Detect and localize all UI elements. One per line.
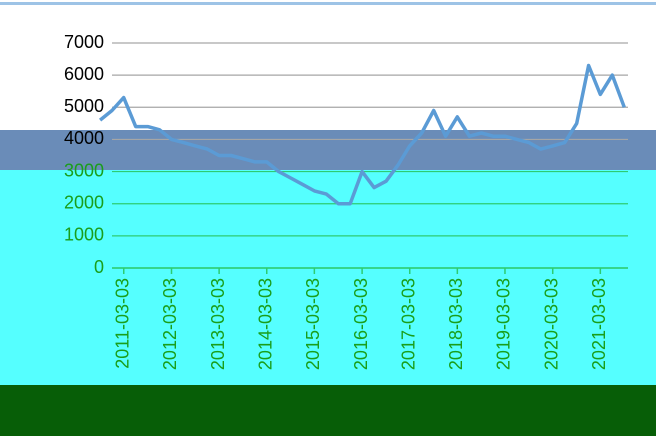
glitch-band [0, 130, 656, 170]
x-tick-label: 2016-03-03 [351, 278, 371, 370]
y-tick-label: 6000 [64, 64, 104, 84]
glitch-region [0, 170, 656, 385]
x-tick-label: 2020-03-03 [541, 278, 561, 370]
y-tick-label: 5000 [64, 96, 104, 116]
glitch-footer [0, 385, 656, 436]
x-tick-label: 2015-03-03 [303, 278, 323, 370]
x-tick-label: 2014-03-03 [255, 278, 275, 370]
x-tick-label: 2021-03-03 [589, 278, 609, 370]
line-series [99, 63, 626, 206]
x-tick-label: 2012-03-03 [160, 278, 180, 370]
y-tick-label: 2000 [64, 192, 104, 212]
y-tick-label: 7000 [64, 32, 104, 52]
x-tick-label: 2019-03-03 [494, 278, 514, 370]
y-tick-label: 0 [94, 257, 104, 277]
y-tick-label: 3000 [64, 160, 104, 180]
y-tick-label: 1000 [64, 225, 104, 245]
x-tick-label: 2018-03-03 [446, 278, 466, 370]
x-tick-label: 2011-03-03 [112, 278, 132, 369]
x-tick-label: 2017-03-03 [398, 278, 418, 370]
x-tick-label: 2013-03-03 [208, 278, 228, 370]
top-border [0, 2, 656, 5]
y-tick-label: 4000 [64, 128, 104, 148]
